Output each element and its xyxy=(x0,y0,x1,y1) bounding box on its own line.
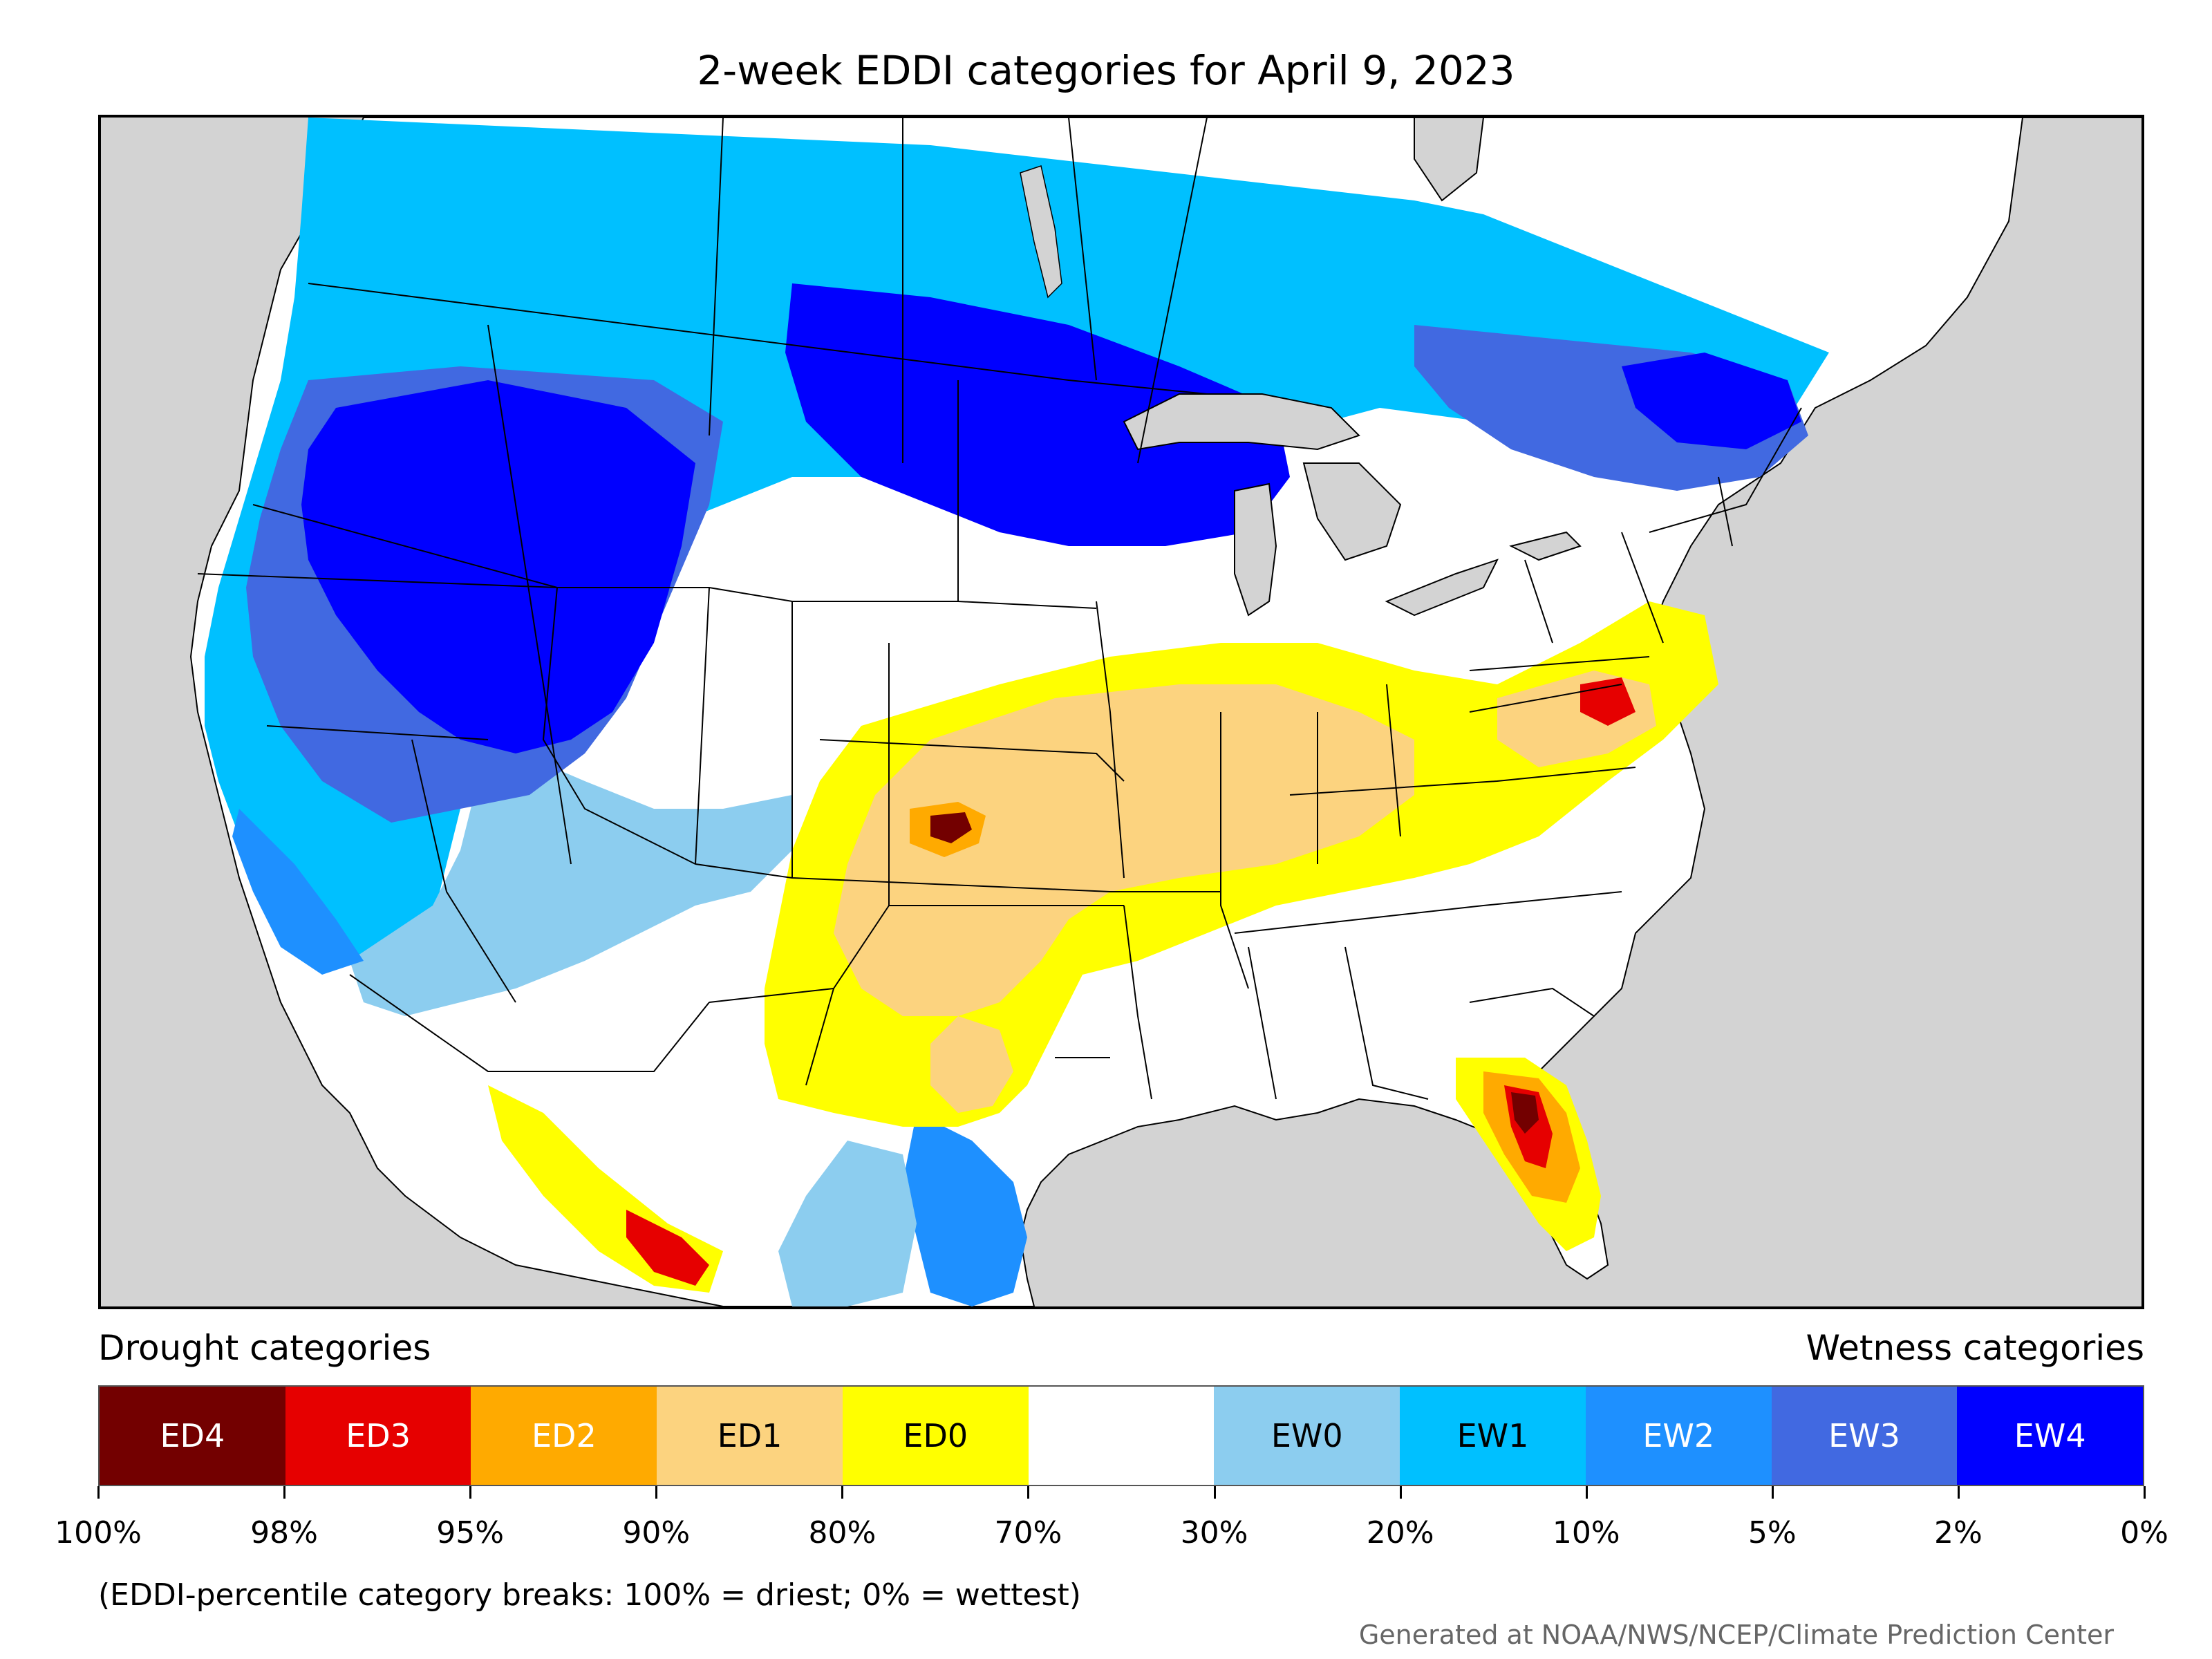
ed3-mexico-coast xyxy=(626,1210,709,1286)
colorbar-tick-label: 30% xyxy=(1180,1515,1248,1550)
colorbar-tick xyxy=(469,1486,472,1499)
ew4-northwest xyxy=(301,380,695,753)
category-ed0: ED0 xyxy=(842,1387,1029,1485)
category-ew2: EW2 xyxy=(1585,1387,1772,1485)
category-ed2: ED2 xyxy=(471,1387,657,1485)
colorbar-tick-label: 98% xyxy=(250,1515,318,1550)
wetness-categories-heading: Wetness categories xyxy=(1806,1328,2144,1368)
lake-ontario xyxy=(1509,531,1582,561)
category-ew1: EW1 xyxy=(1400,1387,1586,1485)
drought-categories-heading: Drought categories xyxy=(98,1328,431,1368)
colorbar-ticks xyxy=(97,1486,2146,1500)
colorbar-tick-label: 5% xyxy=(1747,1515,1797,1550)
category-colorbar: ED4 ED3 ED2 ED1 ED0 EW0 EW1 EW2 EW3 EW4 xyxy=(98,1385,2144,1486)
ew4-northern-plains xyxy=(785,283,1290,546)
colorbar-tick xyxy=(1771,1486,1774,1499)
ed4-oklahoma xyxy=(930,812,972,843)
category-neutral xyxy=(1028,1387,1215,1485)
colorbar-tick xyxy=(841,1486,844,1499)
lake-erie xyxy=(1385,559,1499,617)
ew4-northeast xyxy=(1622,353,1801,449)
colorbar-tick-label: 95% xyxy=(436,1515,505,1550)
colorbar-tick-label: 100% xyxy=(55,1515,142,1550)
colorbar-tick-label: 90% xyxy=(622,1515,691,1550)
ew0-fringe xyxy=(350,740,792,1016)
eddi-map xyxy=(98,115,2144,1309)
lake-huron xyxy=(1302,462,1402,561)
hudson-bay-edge xyxy=(1414,118,1485,202)
category-ed4: ED4 xyxy=(100,1387,285,1485)
colorbar-tick xyxy=(2144,1486,2146,1499)
lake-michigan xyxy=(1234,482,1277,617)
colorbar-tick xyxy=(1027,1486,1030,1499)
colorbar-tick-label: 10% xyxy=(1552,1515,1620,1550)
ed4-florida xyxy=(1511,1092,1539,1134)
colorbar-tick-label: 0% xyxy=(2120,1515,2168,1550)
colorbar-tick-label: 2% xyxy=(1934,1515,1983,1550)
ed1-texas xyxy=(930,1016,1013,1113)
ew2-texas-coast xyxy=(903,1113,1027,1306)
colorbar-tick xyxy=(1957,1486,1960,1499)
colorbar-tick-label: 20% xyxy=(1366,1515,1434,1550)
colorbar-tick-label: 80% xyxy=(808,1515,877,1550)
colorbar-tick xyxy=(1213,1486,1216,1499)
colorbar-tick xyxy=(283,1486,286,1499)
category-ew3: EW3 xyxy=(1771,1387,1958,1485)
credit-line: Generated at NOAA/NWS/NCEP/Climate Predi… xyxy=(1358,1620,2114,1650)
colorbar-tick xyxy=(1399,1486,1402,1499)
colorbar-tick xyxy=(655,1486,658,1499)
colorbar-tick xyxy=(97,1486,100,1499)
category-ew4: EW4 xyxy=(1957,1387,2144,1485)
category-ew0: EW0 xyxy=(1214,1387,1400,1485)
category-ed3: ED3 xyxy=(285,1387,471,1485)
ed1-central xyxy=(834,684,1414,1016)
lake-superior xyxy=(1123,393,1360,451)
colorbar-tick-label: 70% xyxy=(994,1515,1062,1550)
category-breaks-note: (EDDI-percentile category breaks: 100% =… xyxy=(98,1577,1081,1613)
ew0-mexico xyxy=(778,1141,917,1306)
lake-winnipeg xyxy=(1020,165,1062,299)
map-title: 2-week EDDI categories for April 9, 2023 xyxy=(697,47,1515,94)
ew2-southwest xyxy=(232,809,364,975)
political-borders xyxy=(197,118,1802,1100)
category-ed1: ED1 xyxy=(657,1387,843,1485)
colorbar-tick xyxy=(1585,1486,1588,1499)
